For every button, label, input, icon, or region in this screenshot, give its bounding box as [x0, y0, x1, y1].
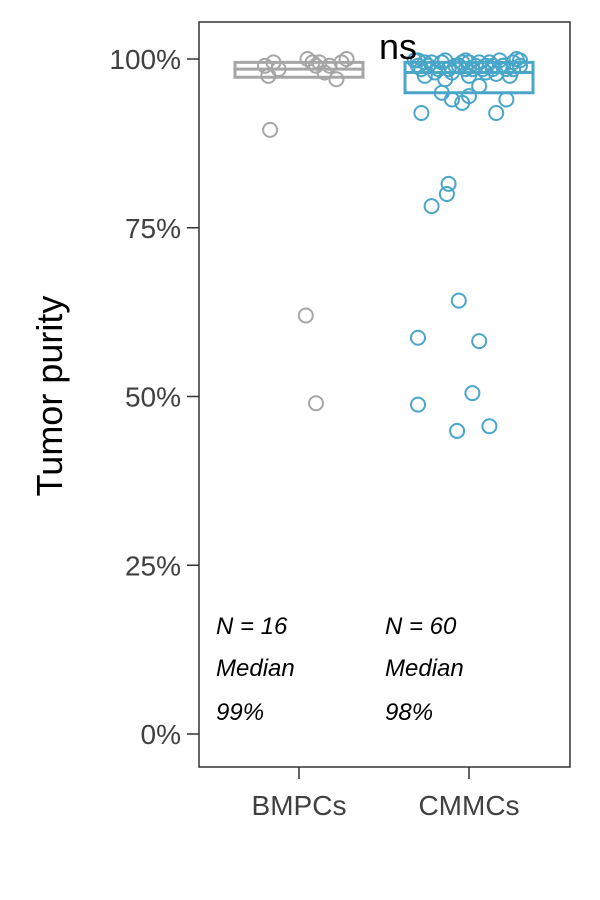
data-point: [481, 418, 498, 435]
y-tick-label: 50%: [125, 382, 181, 413]
x-axis: BMPCs CMMCs: [252, 767, 520, 821]
data-point: [461, 88, 477, 105]
annotation-text: 98%: [385, 699, 433, 726]
group-annotations: N = 16 Median 99% N = 60 Median 98%: [216, 613, 464, 726]
x-tick-label: CMMCs: [418, 790, 519, 821]
y-axis-title: Tumor purity: [29, 296, 70, 497]
y-tick-label: 75%: [125, 213, 181, 244]
data-point: [438, 186, 455, 202]
data-point: [450, 292, 467, 309]
data-point: [410, 52, 426, 69]
data-point: [484, 61, 501, 78]
data-point: [498, 91, 515, 108]
data-point: [488, 105, 505, 121]
data-point: [328, 71, 345, 88]
data-point: [464, 385, 481, 402]
data-point: [471, 333, 488, 350]
data-point: [413, 105, 430, 121]
significance-label: ns: [379, 26, 417, 67]
annotation-text: Median: [216, 655, 295, 682]
panel-border: [198, 21, 571, 768]
data-point: [440, 175, 457, 192]
annotation-text: Median: [385, 655, 464, 682]
data-points: [257, 51, 528, 439]
data-point: [495, 57, 511, 74]
x-tick-label: BMPCs: [252, 790, 347, 821]
data-point: [311, 54, 328, 71]
data-point: [297, 307, 314, 324]
y-tick-label: 0%: [141, 719, 181, 750]
data-point: [338, 51, 355, 67]
annotation-text: N = 16: [216, 613, 288, 640]
data-point: [444, 91, 460, 108]
y-axis: 0% 25% 50% 75% 100%: [109, 44, 199, 750]
y-tick-label: 25%: [125, 550, 181, 581]
annotation-text: 99%: [216, 699, 264, 726]
data-point: [321, 57, 338, 74]
data-point: [304, 54, 321, 71]
data-point: [262, 121, 279, 138]
data-point: [449, 422, 466, 439]
annotation-text: N = 60: [385, 613, 457, 640]
data-point: [423, 198, 440, 215]
data-point: [471, 78, 488, 94]
data-point: [410, 396, 426, 413]
data-point: [512, 52, 528, 69]
data-point: [308, 395, 324, 412]
data-point: [416, 54, 433, 71]
data-point: [270, 61, 287, 78]
y-tick-label: 100%: [109, 44, 181, 75]
data-point: [461, 54, 477, 71]
data-point: [410, 329, 426, 346]
